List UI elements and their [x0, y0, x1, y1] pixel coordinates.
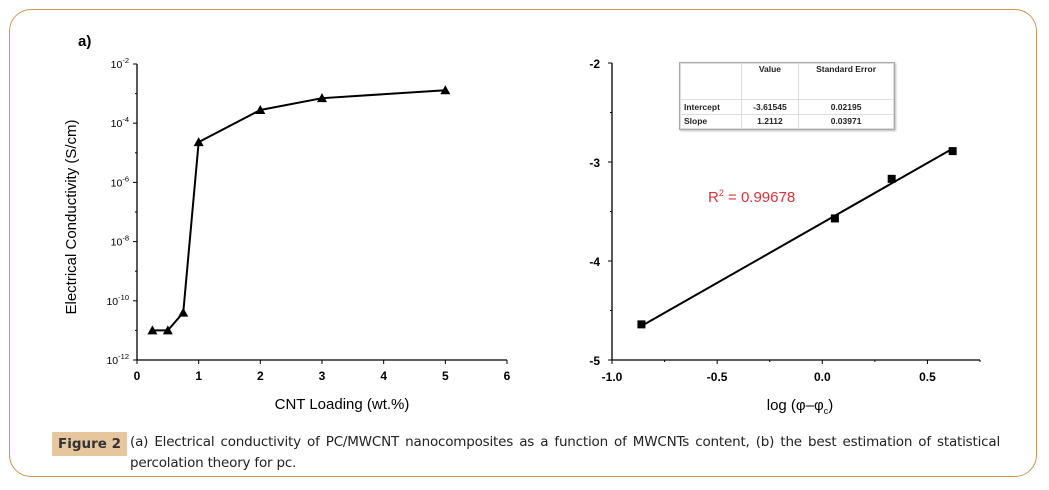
y-tick-label-a: 10-6 — [111, 174, 129, 189]
data-point-triangle — [440, 85, 451, 95]
y-tick-label-b: -5 — [589, 354, 600, 368]
x-tick-label-a: 2 — [257, 369, 264, 383]
panel-label-a: a) — [78, 33, 91, 50]
x-tick-label-a: 1 — [195, 369, 202, 383]
x-tick-label-a: 4 — [380, 369, 387, 383]
table-cell: Intercept — [680, 99, 742, 115]
table-cell: Slope — [680, 113, 742, 129]
y-tick-label-a: 10-8 — [111, 234, 129, 249]
table-cell: 0.03971 — [798, 113, 894, 129]
caption-text: (a) Electrical conductivity of PC/MWCNT … — [130, 434, 1000, 471]
table-row-intercept: Intercept -3.61545 0.02195 — [680, 99, 894, 115]
data-point-square — [830, 214, 839, 223]
data-point-triangle — [178, 307, 189, 317]
y-tick-label-b: -4 — [589, 255, 600, 269]
y-tick-label-a: 10-4 — [111, 115, 129, 130]
x-tick-label-a: 0 — [134, 369, 141, 383]
series-line-a — [152, 89, 446, 332]
data-point-square — [637, 320, 646, 329]
x-tick-label-a: 3 — [319, 369, 326, 383]
x-axis-label-a: CNT Loading (wt.%) — [275, 396, 410, 413]
x-tick-label-b: 0.5 — [919, 370, 936, 384]
table-header-empty — [680, 63, 742, 100]
y-tick-label-a: 10-10 — [106, 293, 129, 308]
data-point-triangle — [162, 325, 173, 335]
y-tick-label-a: 10-2 — [111, 56, 129, 71]
data-point-square — [948, 147, 957, 156]
fit-line — [640, 147, 954, 327]
figure-frame — [9, 9, 1037, 477]
r-squared-annotation: R2 = 0.99678 — [708, 188, 795, 206]
data-point-square — [887, 174, 896, 183]
figure-label: Figure 2 — [52, 432, 128, 456]
x-axis-label-b: log (φ–φc) — [767, 397, 833, 416]
y-axis-label-a: Electrical Conductivity (S/cm) — [63, 119, 80, 314]
data-point-triangle — [255, 104, 266, 114]
x-tick-label-b: 0.0 — [814, 370, 831, 384]
fit-parameters-table: Value Standard Error Intercept -3.61545 … — [679, 62, 895, 130]
data-point-triangle — [147, 325, 158, 335]
x-tick-label-a: 6 — [504, 369, 511, 383]
x-tick-label-a: 5 — [442, 369, 449, 383]
y-tick-label-b: -3 — [589, 156, 600, 170]
table-cell: 1.2112 — [740, 113, 800, 129]
data-point-triangle — [193, 137, 204, 147]
x-tick-label-b: -1.0 — [602, 370, 623, 384]
table-header-value: Value — [740, 63, 800, 100]
table-cell: -3.61545 — [740, 99, 800, 115]
table-cell: 0.02195 — [798, 99, 894, 115]
x-tick-label-b: -0.5 — [707, 370, 728, 384]
y-tick-label-b: -2 — [589, 57, 600, 71]
table-row-slope: Slope 1.2112 0.03971 — [680, 113, 894, 129]
y-tick-label-a: 10-12 — [106, 352, 129, 367]
data-point-triangle — [317, 93, 327, 103]
table-header-std-error: Standard Error — [798, 63, 894, 100]
